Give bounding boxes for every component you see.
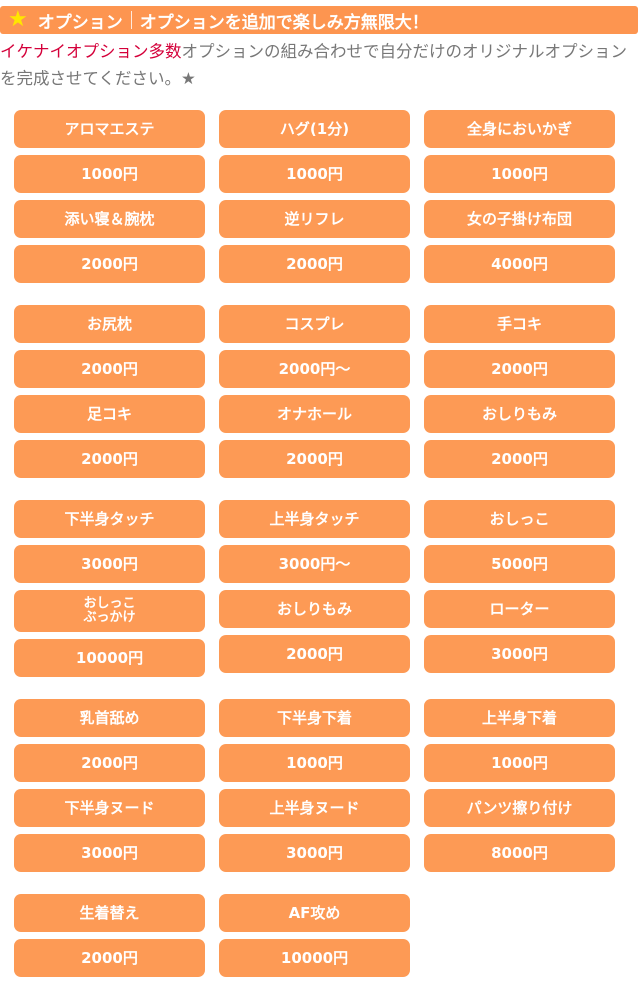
option-column: 上半身下着 1000円パンツ擦り付け 8000円 [424, 699, 615, 872]
option-column: お尻枕 2000円 足コキ 2000円 [14, 305, 205, 478]
option-column: おしっこ 5000円ローター 3000円 [424, 500, 615, 677]
option-name-button[interactable]: 下半身下着 [219, 699, 410, 737]
option-name-button[interactable]: コスプレ [219, 305, 410, 343]
option-column: 下半身下着 1000円上半身ヌード 3000円 [219, 699, 410, 872]
option-name-button[interactable]: 足コキ [14, 395, 205, 433]
option-name-button[interactable]: オナホール [219, 395, 410, 433]
option-name-button[interactable]: おしっこ ぶっかけ [14, 590, 205, 632]
option-column: 生着替え 2000円 [14, 894, 205, 977]
option-price-button[interactable]: 10000円 [14, 639, 205, 677]
option-name-button[interactable]: 全身においかぎ [424, 110, 615, 148]
option-name-button[interactable]: 女の子掛け布団 [424, 200, 615, 238]
option-price-button[interactable]: 3000円 [424, 635, 615, 673]
option-price-button[interactable]: 3000円 [219, 834, 410, 872]
option-price-button[interactable]: 1000円 [424, 155, 615, 193]
intro-body: オプションの組み合わせで自分だけのオリジナルオプションを完成させてください。★ [0, 42, 627, 88]
option-price-button[interactable]: 3000円～ [219, 545, 410, 583]
option-name-button[interactable]: 手コキ [424, 305, 615, 343]
option-column: ハグ(1分) 1000円逆リフレ 2000円 [219, 110, 410, 283]
option-name-button[interactable]: 逆リフレ [219, 200, 410, 238]
option-column: 手コキ 2000円 おしりもみ 2000円 [424, 305, 615, 478]
option-column: アロマエステ 1000円添い寝＆腕枕 2000円 [14, 110, 205, 283]
option-price-button[interactable]: 2000円 [14, 744, 205, 782]
option-name-button[interactable]: ローター [424, 590, 615, 628]
option-group: 生着替え 2000円 AF攻め 10000円 [14, 894, 616, 977]
option-name-button[interactable]: ハグ(1分) [219, 110, 410, 148]
option-name-button[interactable]: おしりもみ [424, 395, 615, 433]
section-header: ★ オプション オプションを追加で楽しみ方無限大！ [0, 6, 638, 34]
option-name-button[interactable]: おしっこ [424, 500, 615, 538]
option-price-button[interactable]: 10000円 [219, 939, 410, 977]
option-name-button[interactable]: 上半身下着 [424, 699, 615, 737]
star-icon: ★ [8, 7, 28, 32]
option-group: アロマエステ 1000円 添い寝＆腕枕 2000円 ハグ(1分) 1000円 逆リフレ 200… [14, 110, 616, 283]
option-price-button[interactable]: 2000円～ [219, 350, 410, 388]
option-name-button[interactable]: お尻枕 [14, 305, 205, 343]
option-price-button[interactable]: 4000円 [424, 245, 615, 283]
option-name-button[interactable]: 上半身ヌード [219, 789, 410, 827]
option-column: 下半身タッチ 3000円おしっこ ぶっかけ 10000円 [14, 500, 205, 677]
option-name-button[interactable]: 乳首舐め [14, 699, 205, 737]
option-price-button[interactable]: 2000円 [424, 350, 615, 388]
option-price-button[interactable]: 2000円 [14, 245, 205, 283]
option-name-button[interactable]: 下半身タッチ [14, 500, 205, 538]
option-price-button[interactable]: 1000円 [219, 155, 410, 193]
option-column: 上半身タッチ 3000円～ おしりもみ 2000円 [219, 500, 410, 677]
option-price-button[interactable]: 1000円 [424, 744, 615, 782]
header-divider [130, 11, 132, 29]
option-name-button[interactable]: おしりもみ [219, 590, 410, 628]
option-price-button[interactable]: 2000円 [14, 440, 205, 478]
header-subtitle: オプションを追加で楽しみ方無限大！ [139, 12, 429, 33]
options-grid: アロマエステ 1000円 添い寝＆腕枕 2000円 ハグ(1分) 1000円 逆リフレ 200… [14, 110, 616, 999]
option-price-button[interactable]: 8000円 [424, 834, 615, 872]
option-name-button[interactable]: 生着替え [14, 894, 205, 932]
option-group: お尻枕 2000円 足コキ 2000円 コスプレ 2000円～ オナホール 2000円 手コキ 2… [14, 305, 616, 478]
option-name-button[interactable]: パンツ擦り付け [424, 789, 615, 827]
option-column: 乳首舐め 2000円下半身ヌード 3000円 [14, 699, 205, 872]
option-column [424, 894, 615, 977]
option-price-button[interactable]: 2000円 [424, 440, 615, 478]
option-column: 全身においかぎ 1000円女の子掛け布団 4000円 [424, 110, 615, 283]
option-price-button[interactable]: 2000円 [219, 245, 410, 283]
option-price-button[interactable]: 3000円 [14, 545, 205, 583]
option-column: AF攻め 10000円 [219, 894, 410, 977]
header-title: オプション [37, 12, 123, 33]
option-name-button[interactable]: AF攻め [219, 894, 410, 932]
option-price-button[interactable]: 2000円 [219, 440, 410, 478]
intro-text: イケナイオプション多数オプションの組み合わせで自分だけのオリジナルオプションを完… [0, 38, 634, 92]
option-price-button[interactable]: 2000円 [14, 350, 205, 388]
option-price-button[interactable]: 3000円 [14, 834, 205, 872]
option-column: コスプレ 2000円～ オナホール 2000円 [219, 305, 410, 478]
option-name-button[interactable]: 添い寝＆腕枕 [14, 200, 205, 238]
option-price-button[interactable]: 1000円 [219, 744, 410, 782]
option-price-button[interactable]: 5000円 [424, 545, 615, 583]
option-name-button[interactable]: 上半身タッチ [219, 500, 410, 538]
option-name-button[interactable]: アロマエステ [14, 110, 205, 148]
option-price-button[interactable]: 2000円 [219, 635, 410, 673]
option-group: 下半身タッチ 3000円 おしっこ ぶっかけ 10000円 上半身タッチ 3000円～ おし… [14, 500, 616, 677]
intro-highlight: イケナイオプション多数 [0, 42, 182, 61]
option-price-button[interactable]: 1000円 [14, 155, 205, 193]
option-price-button[interactable]: 2000円 [14, 939, 205, 977]
option-group: 乳首舐め 2000円 下半身ヌード 3000円 下半身下着 1000円 上半身ヌード 3000… [14, 699, 616, 872]
option-name-button[interactable]: 下半身ヌード [14, 789, 205, 827]
